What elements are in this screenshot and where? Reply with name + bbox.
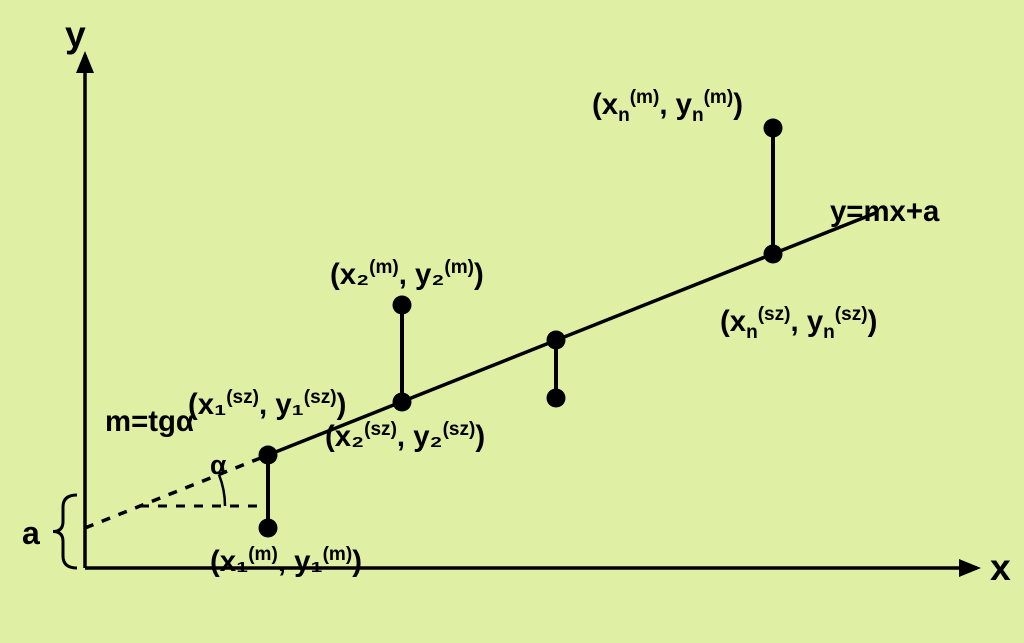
point-label-p2-sz: (x₂(sz), y₂(sz)) — [325, 420, 485, 454]
point-label-pn-sz: (xn(sz), yn(sz)) — [720, 305, 877, 339]
x-axis-label: x — [990, 546, 1011, 589]
diagram-stage: y x y=mx+a m=tgα α a (x₁(sz), y₁(sz)) (x… — [0, 0, 1024, 643]
angle-label: α — [210, 450, 226, 481]
y-axis-label: y — [65, 13, 86, 56]
intercept-label: a — [22, 515, 40, 552]
point-label-p1-m: (x₁(m), y₁(m)) — [210, 545, 362, 579]
equation-label: y=mx+a — [830, 195, 939, 229]
slope-label: m=tgα — [105, 405, 194, 439]
point-label-p2-m: (x₂(m), y₂(m)) — [330, 258, 484, 292]
point-label-pn-m: (xn(m), yn(m)) — [592, 88, 743, 122]
point-label-p1-sz: (x₁(sz), y₁(sz)) — [188, 388, 346, 422]
